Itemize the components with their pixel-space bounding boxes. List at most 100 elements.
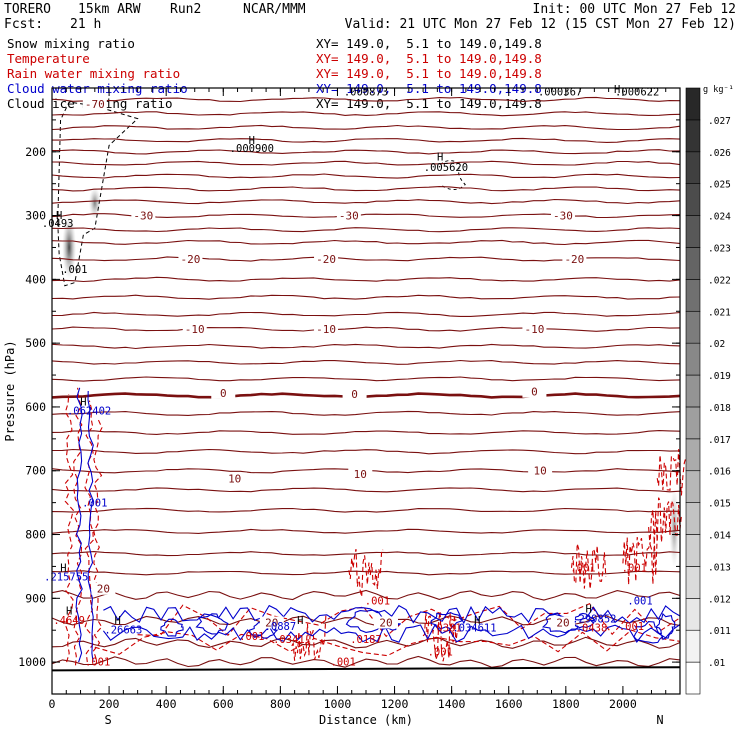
y-tick-label: 300 (25, 209, 46, 223)
header-model: TORERO (4, 2, 51, 17)
isotherm-label: 20 (379, 617, 392, 630)
isotherm-line (51, 124, 681, 131)
isotherm-label: -20 (564, 253, 584, 266)
header-run: Run2 (170, 2, 202, 17)
max-value-label: .005620 (424, 162, 468, 174)
ice-shade-patch (669, 488, 680, 569)
isotherm-label: 10 (228, 472, 241, 485)
label-bg (314, 252, 339, 265)
isotherm-label: 20 (97, 583, 110, 596)
max-value-label: .001 (627, 596, 652, 608)
x-end-label-south: S (104, 713, 111, 727)
label-bg (373, 616, 398, 629)
header-resolution: 15km ARW (78, 2, 141, 17)
max-value-label: .0438 (576, 622, 608, 634)
max-value-label: .000622 (615, 87, 659, 99)
rain-contour (94, 629, 681, 657)
header-init: Init: 00 UTC Mon 27 Feb 12 (532, 2, 737, 17)
colorbar-tick-label: .026 (708, 148, 731, 159)
x-tick-label: 2000 (609, 697, 637, 711)
colorbar-swatch (685, 151, 701, 184)
axes-frame: 0 200 400 600 800 1000 1200 1400 1600 1800 2000200… (3, 87, 681, 727)
y-tick-label: 700 (25, 464, 46, 478)
colorbar-tick-label: .02 (708, 339, 725, 350)
x-end-label-north: N (656, 713, 663, 727)
max-value-label: .001 (331, 656, 356, 668)
colorbar-swatch (685, 470, 701, 503)
x-tick-label: 1800 (552, 697, 580, 711)
colorbar-tick-label: .027 (708, 116, 731, 127)
cloud-water-contour (195, 613, 229, 635)
max-value-label: .4649 (53, 615, 85, 627)
colorbar-tick-label: .025 (708, 180, 731, 191)
colorbar-swatch (685, 598, 701, 631)
colorbar-tick-label: .018 (708, 403, 731, 414)
isotherm-line (51, 551, 681, 557)
high-marker: H (249, 135, 255, 147)
isotherm-line (51, 160, 681, 166)
max-value-label: .0187 (350, 634, 382, 646)
colorbar-swatch (685, 534, 701, 567)
max-value-label: .001 (365, 596, 390, 608)
legend-rain: Rain water mixing ratio (7, 66, 181, 81)
isotherm-label: 10 (354, 468, 367, 481)
max-value-label: .0381 (430, 622, 462, 634)
label-bg (336, 209, 361, 222)
label-bg (562, 252, 587, 265)
isotherm-line (51, 343, 681, 350)
high-marker: H (474, 615, 480, 627)
ice-shade-patch (88, 186, 101, 219)
colorbar-swatch (685, 661, 701, 695)
isotherm-label: -20 (181, 253, 201, 266)
x-tick-label: 400 (156, 697, 177, 711)
isotherm-label: 0 (351, 388, 358, 401)
isotherm-label: 20 (556, 617, 569, 630)
label-bg (550, 616, 575, 629)
label-bg (259, 616, 284, 629)
colorbar-swatch (685, 342, 701, 376)
max-value-label: .215755 (44, 571, 88, 583)
isotherm-line (51, 294, 681, 300)
max-value-label: .001 (619, 621, 644, 633)
isotherm-label: -10 (524, 323, 544, 336)
cloud-water-contour (160, 618, 184, 637)
header-valid: Valid: 21 UTC Mon 27 Feb 12 (15 CST Mon … (344, 17, 736, 32)
max-value-label: .001 (85, 656, 110, 668)
max-value-label: .0493 (42, 218, 74, 230)
colorbar-swatch (685, 119, 701, 153)
high-marker: H (60, 563, 66, 575)
x-tick-label: 1000 (324, 697, 352, 711)
isotherm-line (51, 359, 681, 365)
colorbar-tick-label: .012 (708, 594, 731, 605)
label-bg (522, 323, 547, 336)
rain-contour (92, 419, 103, 660)
colorbar-swatch (685, 87, 701, 121)
isotherm-label: 10 (534, 465, 547, 478)
max-value-label: .034611 (452, 622, 496, 634)
max-value-label: .001 (82, 497, 107, 509)
max-value-label: .001 (570, 563, 595, 575)
isotherm-line (51, 448, 681, 455)
max-value-label: .0341 (273, 634, 305, 646)
label-bg (182, 323, 207, 336)
isotherm-line (51, 198, 681, 205)
y-tick-label: 800 (25, 528, 46, 542)
colorbar-tick-label: .01 (708, 658, 725, 669)
isotherm-line (51, 326, 681, 332)
max-value-label: .000367 (538, 87, 582, 99)
colorbar-tick-label: .021 (708, 307, 731, 318)
isotherm-line (51, 111, 681, 117)
colorbar-swatch (685, 310, 701, 344)
colorbar: .01 .011 .012 .013 .014 .015 .016 .017 .018 .019.… (685, 85, 734, 695)
header-fcst-value: 21 h (70, 17, 102, 32)
colorbar-tick-label: .019 (708, 371, 731, 382)
surface-line (51, 666, 681, 672)
colorbar-tick-label: .016 (708, 467, 731, 478)
colorbar-tick-label: .017 (708, 435, 731, 446)
ice-shade-patch (62, 215, 77, 280)
y-tick-label: 500 (25, 336, 46, 350)
rain-contour (84, 400, 94, 663)
ice-shading-layer (57, 101, 680, 569)
isotherm-label: -30 (133, 210, 153, 223)
high-marker: H (66, 605, 72, 617)
